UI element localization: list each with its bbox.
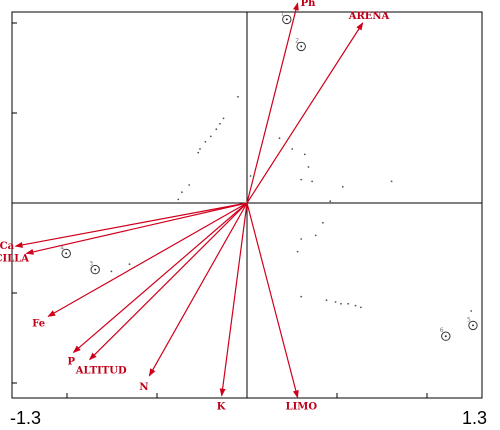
vector-label: LIMO — [286, 401, 318, 412]
species-point — [199, 148, 201, 150]
vector-label: Fe — [32, 318, 45, 329]
species-point — [341, 185, 344, 188]
species-point — [110, 270, 113, 273]
site-number-label: 5 — [467, 316, 471, 323]
site-number-label: 6 — [440, 327, 444, 334]
species-point — [329, 200, 332, 203]
vector-arrow — [148, 202, 248, 377]
x-tick-label-max: 1.3 — [462, 408, 487, 428]
vector-label: P — [68, 356, 76, 367]
vector-arrow — [246, 22, 364, 204]
site-number-label: 2 — [295, 37, 299, 44]
site-number-label: 4 — [60, 244, 64, 251]
species-point — [188, 184, 191, 186]
vector-label: N — [139, 382, 148, 393]
vector-label: Ph — [301, 0, 317, 9]
vector-label: ARENA — [348, 11, 390, 22]
species-point — [237, 95, 239, 98]
vector-arrow — [219, 202, 248, 397]
species-point — [177, 198, 180, 201]
site-marker: 4 — [60, 244, 71, 259]
species-point — [204, 140, 207, 143]
species-point — [300, 238, 303, 240]
species-point — [311, 180, 313, 183]
species-point — [278, 137, 281, 140]
site-markers: 1 2 4 3 5 6 — [60, 10, 478, 341]
species-point — [347, 302, 350, 305]
vector-arrow — [88, 202, 248, 361]
species-point — [354, 304, 357, 307]
species-point — [209, 135, 212, 138]
species-point — [249, 175, 252, 177]
species-point — [340, 302, 342, 305]
site-marker: 6 — [440, 327, 451, 341]
site-marker: 2 — [295, 37, 306, 52]
species-point — [322, 221, 324, 224]
left-axis-ticks — [12, 22, 17, 384]
species-point — [314, 234, 317, 237]
site-marker: 5 — [467, 316, 478, 331]
species-point — [222, 117, 225, 120]
species-point — [215, 128, 218, 131]
vector-label: K — [217, 402, 226, 413]
x-tick-label-min: -1.3 — [10, 408, 41, 428]
vector-arrow — [246, 202, 299, 399]
vector-label: ALTITUD — [75, 366, 127, 377]
species-point — [303, 153, 306, 156]
vector-arrow — [47, 202, 248, 317]
species-point — [300, 178, 303, 181]
species-point — [307, 166, 310, 168]
species-points — [110, 95, 473, 312]
species-point — [197, 151, 200, 154]
vector-arrow — [25, 202, 248, 255]
species-point — [325, 299, 328, 302]
species-point — [128, 263, 131, 266]
vector-arrow — [14, 202, 248, 248]
vector-arrow — [246, 2, 299, 204]
bottom-axis-ticks — [66, 393, 428, 398]
species-point — [334, 301, 337, 303]
species-point — [300, 295, 303, 298]
vector-label: Ca — [0, 241, 15, 252]
site-number-label: 1 — [281, 10, 285, 17]
site-marker: 3 — [89, 261, 100, 275]
species-point — [296, 250, 299, 253]
site-marker: 1 — [281, 10, 292, 25]
species-point — [390, 180, 393, 183]
vector-label: ARCILLA — [0, 253, 29, 264]
vector-arrow — [72, 202, 248, 354]
species-point — [360, 306, 362, 309]
site-number-label: 3 — [89, 261, 93, 268]
species-point — [181, 191, 183, 194]
species-point — [291, 148, 294, 150]
species-point — [470, 310, 473, 312]
species-point — [219, 122, 221, 125]
